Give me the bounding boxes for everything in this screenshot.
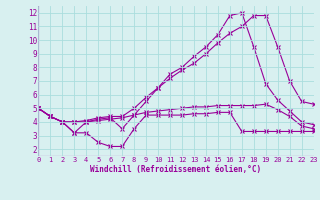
- X-axis label: Windchill (Refroidissement éolien,°C): Windchill (Refroidissement éolien,°C): [91, 165, 261, 174]
